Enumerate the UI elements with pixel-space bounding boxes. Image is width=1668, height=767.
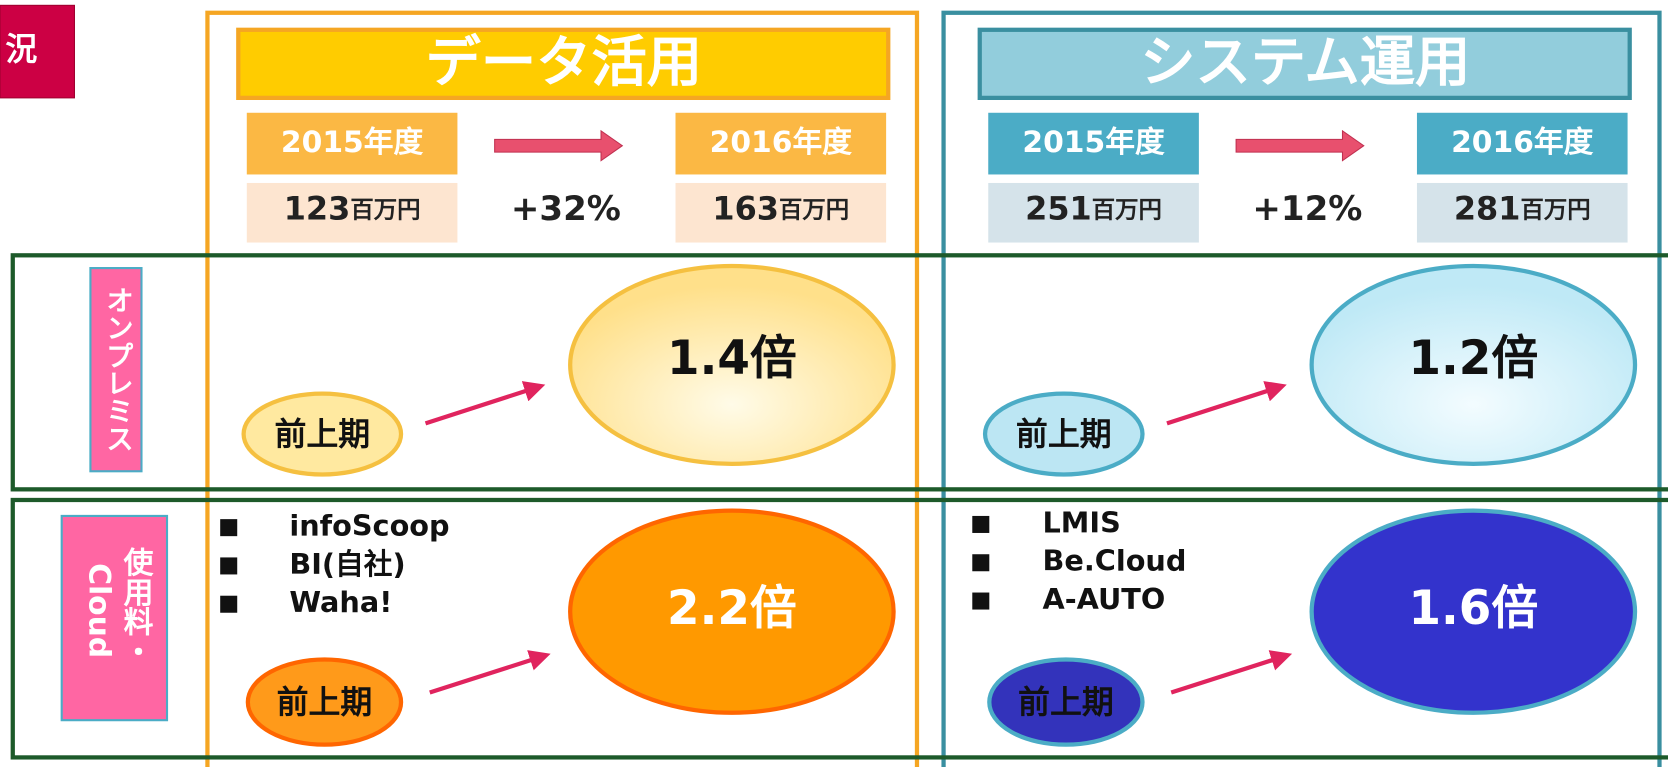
column-frame bbox=[941, 10, 1662, 767]
ratio: 2.2倍 bbox=[667, 582, 797, 636]
item: Waha! bbox=[289, 585, 392, 619]
amount: 123 bbox=[284, 190, 351, 228]
base-ellipse bbox=[245, 657, 404, 747]
item: Be.Cloud bbox=[1042, 544, 1186, 578]
ratio-ellipse bbox=[1309, 263, 1638, 466]
arrow bbox=[1170, 650, 1293, 695]
row-label-box bbox=[89, 267, 143, 473]
value: 281百万円 bbox=[1454, 190, 1591, 228]
year-box bbox=[246, 112, 458, 175]
year: 2015年度 bbox=[281, 125, 424, 160]
base-label: 前上期 bbox=[277, 683, 373, 721]
bullet bbox=[220, 519, 238, 537]
item: BI(自社) bbox=[289, 547, 405, 581]
item: A-AUTO bbox=[1042, 582, 1165, 616]
value: 163百万円 bbox=[712, 190, 849, 228]
ratio-ellipse bbox=[568, 263, 896, 466]
arrow bbox=[1166, 381, 1287, 426]
column-title: システム運用 bbox=[1140, 31, 1470, 95]
item: infoScoop bbox=[289, 509, 449, 543]
bullet bbox=[972, 554, 990, 572]
year-box bbox=[675, 112, 887, 175]
unit: 百万円 bbox=[350, 195, 420, 223]
bullet bbox=[972, 515, 990, 533]
base-ellipse bbox=[987, 657, 1145, 747]
value-box bbox=[246, 182, 458, 243]
base-label: 前上期 bbox=[1018, 683, 1114, 721]
value-box bbox=[988, 182, 1199, 243]
ratio-ellipse bbox=[1309, 508, 1638, 715]
tag: 況 bbox=[5, 30, 37, 68]
value: 251百万円 bbox=[1025, 190, 1162, 228]
row-label-box bbox=[60, 514, 169, 722]
growth: +32% bbox=[511, 189, 621, 229]
column-title: データ活用 bbox=[426, 31, 703, 95]
arrow bbox=[1235, 129, 1365, 162]
tag-box bbox=[0, 4, 75, 99]
row-frame bbox=[10, 253, 1668, 492]
column-frame bbox=[205, 10, 920, 767]
ratio: 1.6倍 bbox=[1408, 582, 1538, 636]
value: 123百万円 bbox=[284, 190, 421, 228]
row-label: Cloud bbox=[81, 563, 116, 658]
growth: +12% bbox=[1252, 189, 1362, 229]
row-label: 使用料・ bbox=[118, 547, 155, 666]
year: 2016年度 bbox=[710, 125, 853, 160]
ratio: 1.2倍 bbox=[1408, 332, 1538, 386]
row-frame bbox=[10, 497, 1668, 760]
unit: 百万円 bbox=[1092, 195, 1162, 223]
amount: 281 bbox=[1454, 190, 1521, 228]
ratio-ellipse bbox=[568, 508, 896, 715]
base-label: 前上期 bbox=[274, 415, 370, 453]
base-label: 前上期 bbox=[1016, 415, 1112, 453]
title-bar bbox=[977, 27, 1632, 101]
year: 2015年度 bbox=[1022, 125, 1165, 160]
year-box bbox=[1416, 112, 1628, 175]
item: LMIS bbox=[1042, 505, 1120, 539]
arrow bbox=[494, 129, 624, 162]
base-ellipse bbox=[241, 391, 404, 477]
unit: 百万円 bbox=[1520, 195, 1590, 223]
value-box bbox=[1416, 182, 1628, 243]
arrow bbox=[424, 381, 546, 426]
bullet bbox=[220, 595, 238, 613]
amount: 251 bbox=[1025, 190, 1092, 228]
year-box bbox=[988, 112, 1199, 175]
base-ellipse bbox=[982, 391, 1145, 477]
bullet bbox=[972, 592, 990, 610]
amount: 163 bbox=[712, 190, 779, 228]
ratio: 1.4倍 bbox=[667, 332, 797, 386]
arrow bbox=[429, 650, 551, 695]
row-label: オンプレミス bbox=[101, 286, 134, 452]
unit: 百万円 bbox=[779, 195, 849, 223]
bullet bbox=[220, 557, 238, 575]
year: 2016年度 bbox=[1451, 125, 1594, 160]
value-box bbox=[675, 182, 887, 243]
title-bar bbox=[236, 27, 891, 101]
